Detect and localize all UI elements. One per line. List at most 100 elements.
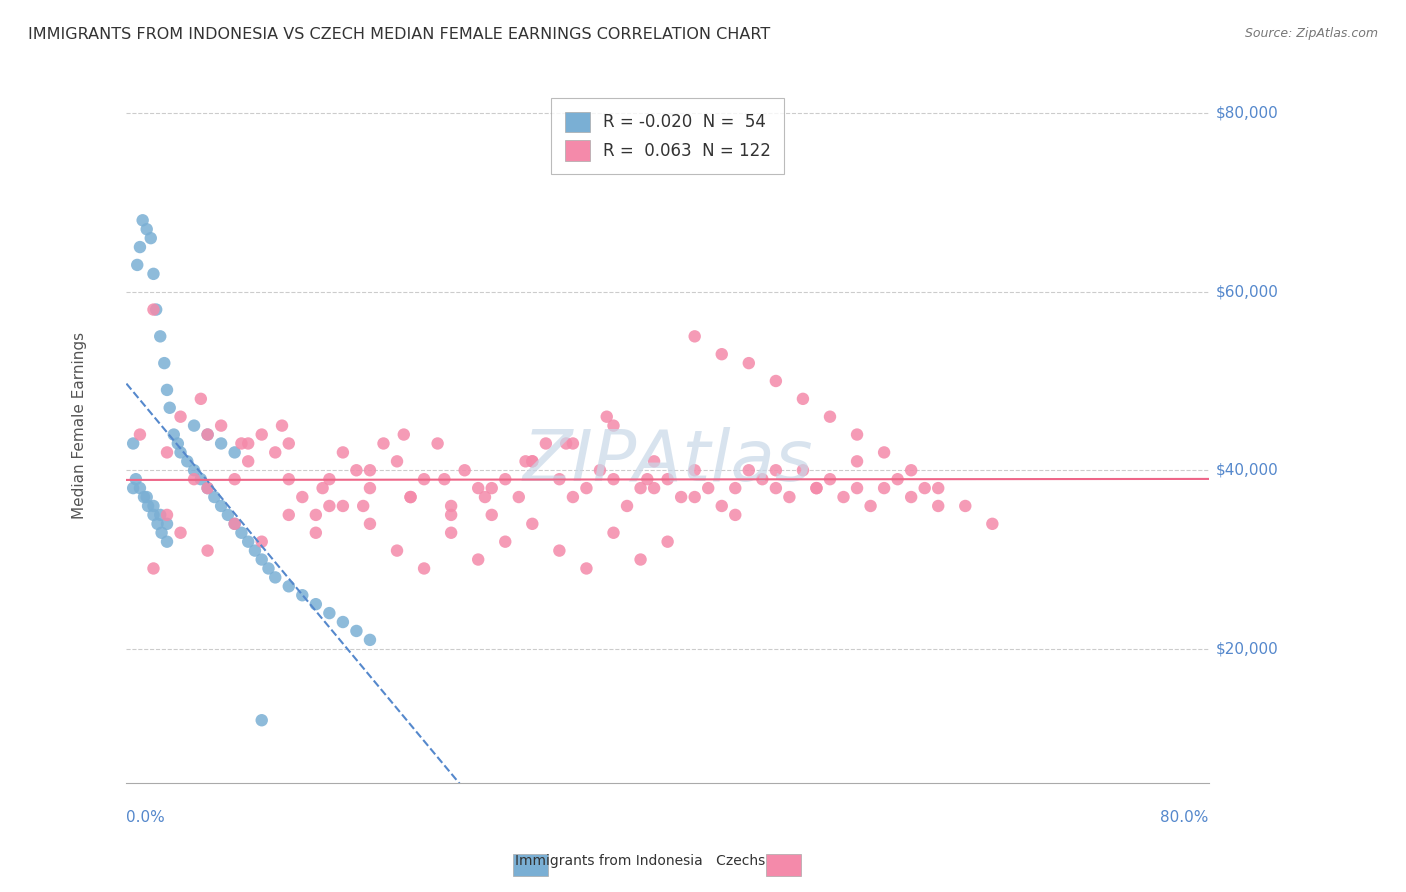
Point [630, 552, 652, 566]
Point [710, 499, 733, 513]
Point [197, 427, 219, 442]
Point [683, 329, 706, 343]
Point [190, 472, 212, 486]
Point [494, 472, 516, 486]
Point [209, 418, 232, 433]
Point [129, 240, 152, 254]
Text: ZIPAtlas: ZIPAtlas [523, 427, 813, 496]
Point [149, 508, 172, 522]
Point [197, 481, 219, 495]
Point [669, 490, 692, 504]
Point [169, 525, 191, 540]
Point [806, 481, 828, 495]
Point [346, 624, 368, 638]
Point [399, 490, 422, 504]
Point [250, 534, 273, 549]
Text: 80.0%: 80.0% [1160, 810, 1209, 824]
Point [373, 436, 395, 450]
Point [332, 615, 354, 629]
Point [399, 490, 422, 504]
Point [474, 490, 496, 504]
Point [318, 499, 340, 513]
Point [149, 329, 172, 343]
Point [122, 481, 145, 495]
Text: Czechs: Czechs [703, 854, 765, 868]
Point [159, 401, 181, 415]
Point [129, 481, 152, 495]
Point [156, 445, 179, 459]
Point [630, 481, 652, 495]
Point [166, 436, 188, 450]
Point [515, 454, 537, 468]
Point [359, 481, 381, 495]
Point [602, 418, 624, 433]
Text: IMMIGRANTS FROM INDONESIA VS CZECH MEDIAN FEMALE EARNINGS CORRELATION CHART: IMMIGRANTS FROM INDONESIA VS CZECH MEDIA… [28, 27, 770, 42]
Point [277, 508, 299, 522]
Point [132, 490, 155, 504]
Point [602, 525, 624, 540]
Point [257, 561, 280, 575]
Point [616, 499, 638, 513]
Point [145, 302, 167, 317]
Point [385, 543, 408, 558]
Point [561, 490, 583, 504]
Point [231, 436, 253, 450]
Point [413, 472, 436, 486]
Point [575, 481, 598, 495]
Point [832, 490, 855, 504]
Text: Median Female Earnings: Median Female Earnings [72, 332, 87, 519]
Point [548, 472, 571, 486]
Point [169, 409, 191, 424]
Point [481, 508, 503, 522]
Point [139, 231, 162, 245]
Point [602, 472, 624, 486]
Point [125, 472, 148, 486]
Point [589, 463, 612, 477]
Point [481, 481, 503, 495]
Point [359, 632, 381, 647]
Point [981, 516, 1004, 531]
Point [548, 543, 571, 558]
Point [183, 472, 205, 486]
Point [238, 534, 260, 549]
Text: $80,000: $80,000 [1216, 105, 1278, 120]
Point [886, 472, 908, 486]
Point [135, 490, 157, 504]
Point [778, 490, 800, 504]
Point [683, 490, 706, 504]
Point [156, 516, 179, 531]
Point [846, 481, 869, 495]
Point [332, 445, 354, 459]
Point [738, 463, 761, 477]
Legend: R = -0.020  N =  54, R =  0.063  N = 122: R = -0.020 N = 54, R = 0.063 N = 122 [551, 98, 785, 174]
Point [643, 481, 665, 495]
Point [467, 552, 489, 566]
Point [305, 525, 328, 540]
Point [146, 516, 169, 531]
Point [555, 436, 578, 450]
Point [332, 499, 354, 513]
Point [156, 383, 179, 397]
Point [318, 472, 340, 486]
Point [440, 508, 463, 522]
Point [169, 445, 191, 459]
Point [305, 508, 328, 522]
Point [264, 445, 287, 459]
Point [359, 516, 381, 531]
Point [136, 499, 159, 513]
Point [765, 481, 787, 495]
Point [209, 499, 232, 513]
Point [792, 392, 814, 406]
Point [765, 374, 787, 388]
Point [264, 570, 287, 584]
Point [122, 436, 145, 450]
Point [643, 454, 665, 468]
Point [859, 499, 882, 513]
Point [352, 499, 374, 513]
Point [197, 481, 219, 495]
Point [806, 481, 828, 495]
Point [271, 418, 294, 433]
Point [209, 436, 232, 450]
Point [359, 463, 381, 477]
Point [217, 508, 239, 522]
